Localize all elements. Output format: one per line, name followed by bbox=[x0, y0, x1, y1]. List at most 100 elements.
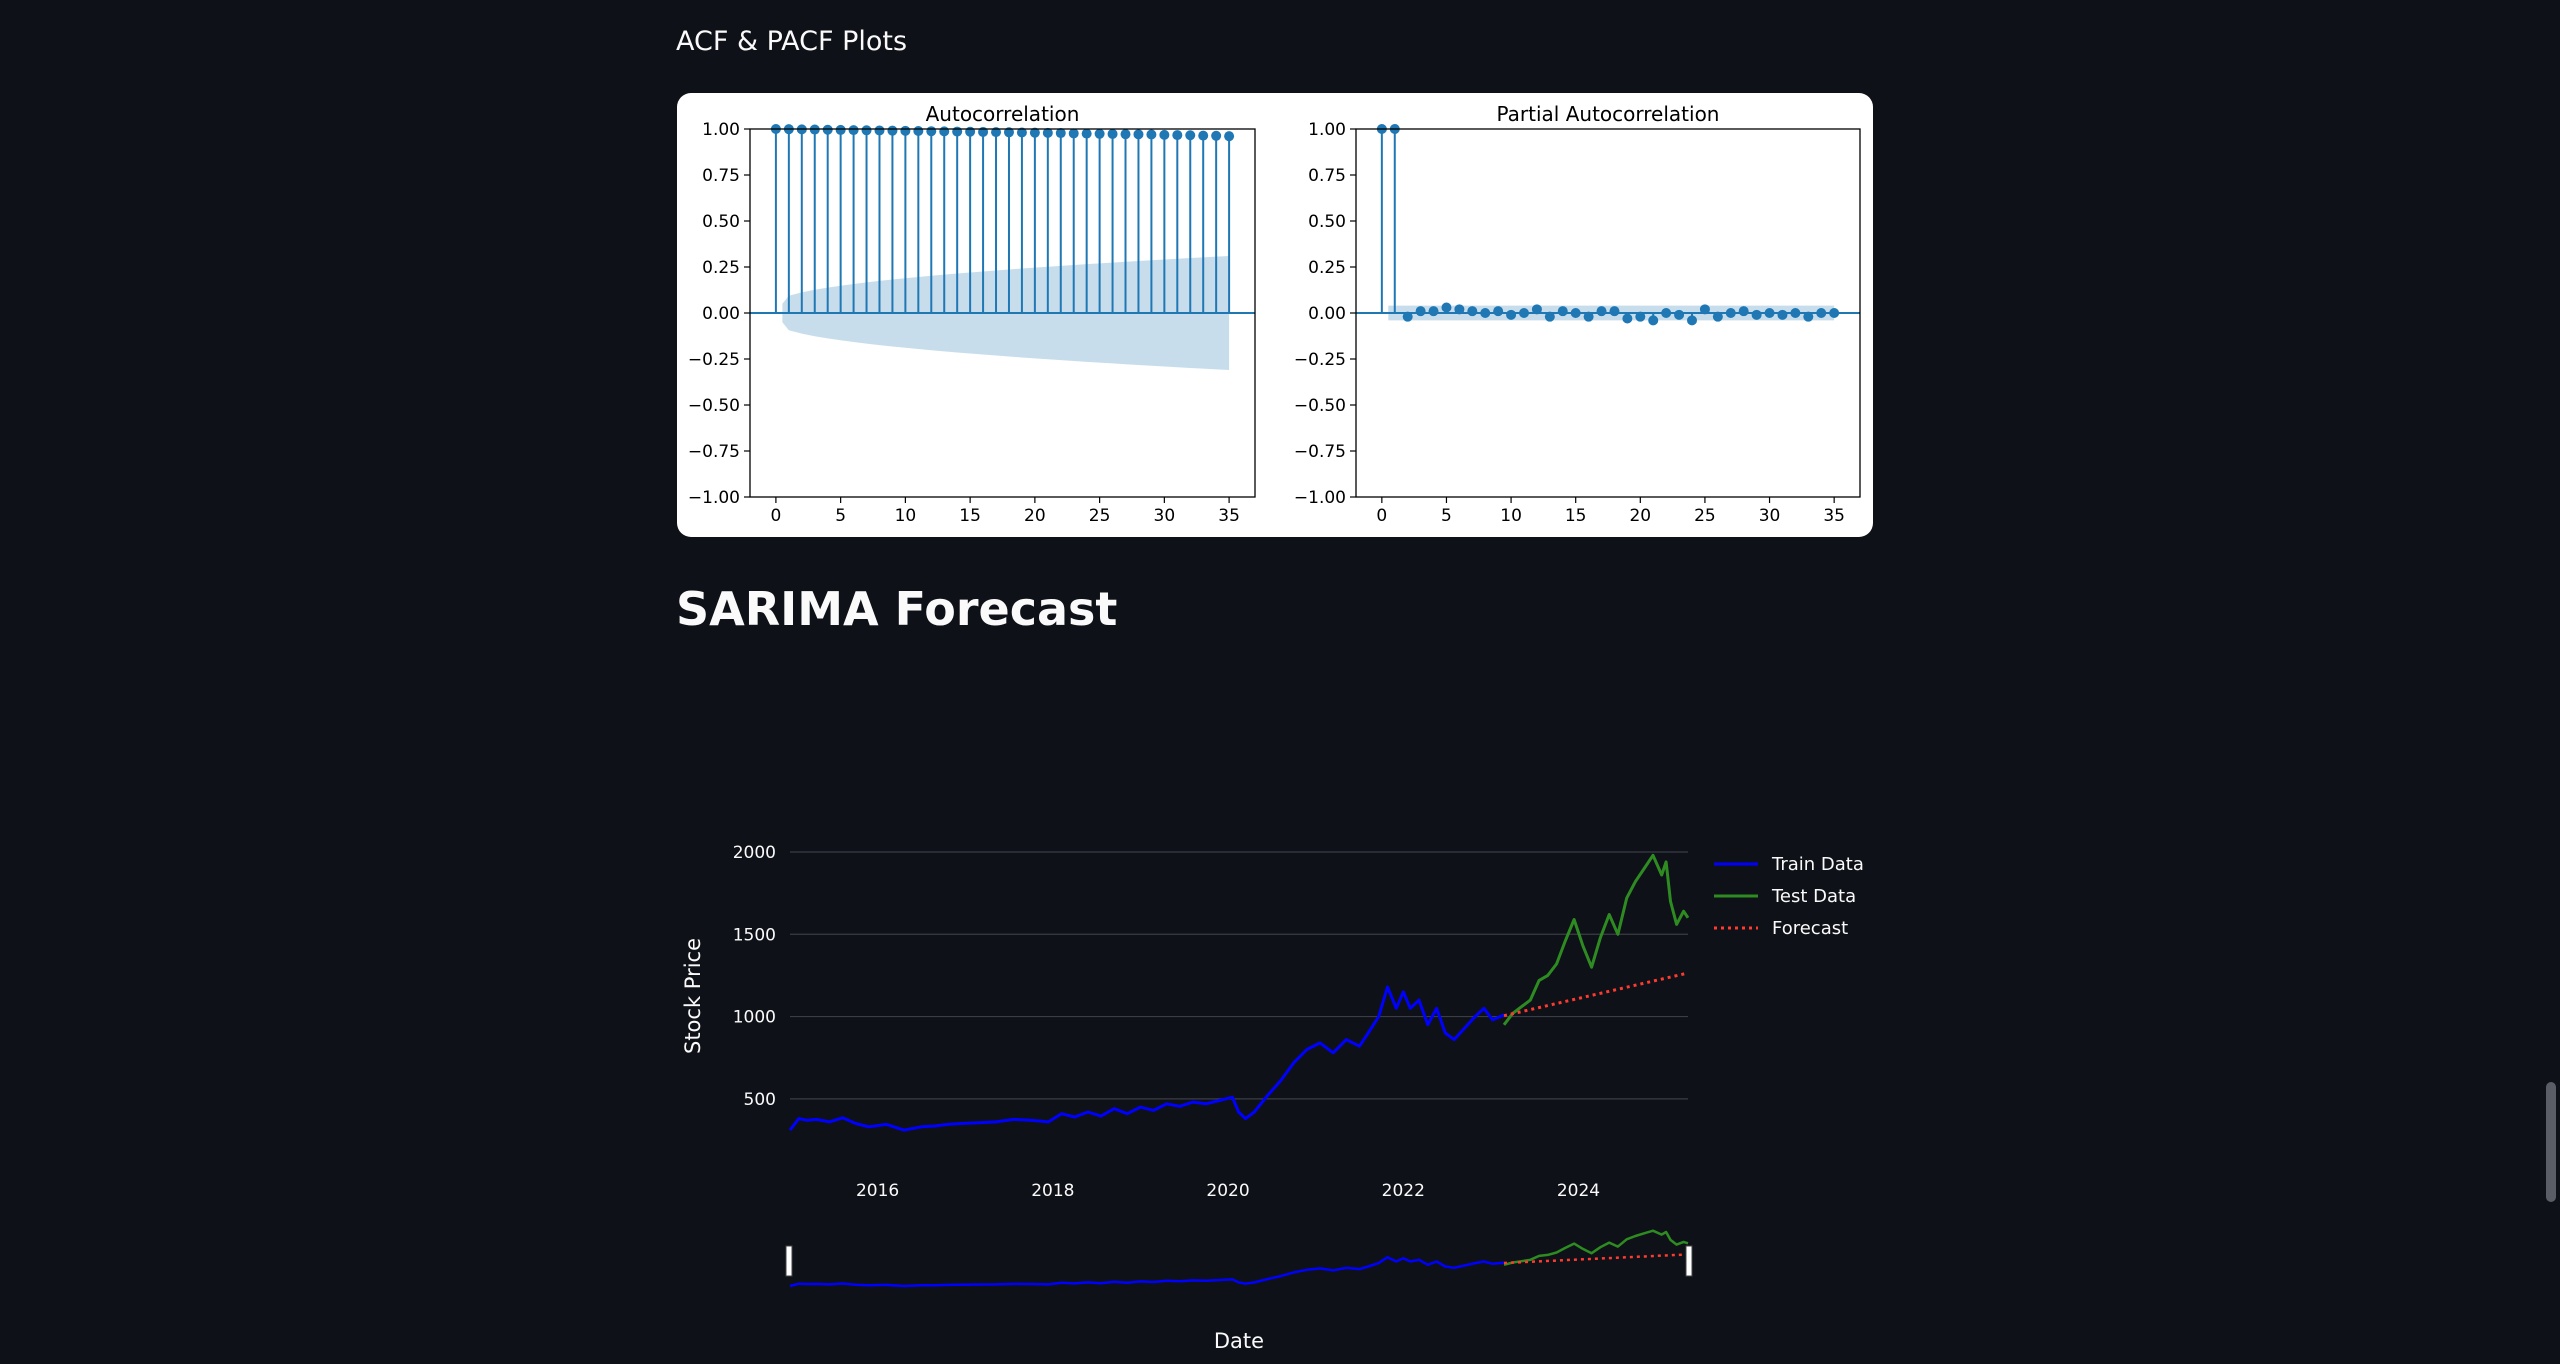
acf-section-heading: ACF & PACF Plots bbox=[676, 26, 908, 57]
y-tick-label: −0.25 bbox=[1294, 350, 1346, 370]
acf-marker bbox=[874, 125, 885, 136]
pacf-marker bbox=[1674, 309, 1685, 320]
y-tick-label: 1500 bbox=[733, 925, 776, 945]
acf-marker bbox=[1224, 131, 1235, 142]
range-slider[interactable] bbox=[785, 1229, 1693, 1288]
range-slider-left-handle[interactable] bbox=[785, 1245, 793, 1277]
x-tick-label: 15 bbox=[959, 506, 981, 526]
y-tick-label: −0.75 bbox=[1294, 442, 1346, 462]
pacf-marker bbox=[1622, 313, 1633, 324]
range-slider-series bbox=[1503, 1253, 1689, 1265]
acf-marker bbox=[1133, 129, 1144, 140]
y-tick-label: 500 bbox=[744, 1090, 776, 1110]
pacf-marker bbox=[1583, 311, 1594, 322]
pacf-marker bbox=[1596, 306, 1607, 317]
pacf-marker bbox=[1635, 311, 1646, 322]
acf-marker bbox=[965, 126, 976, 137]
pacf-marker bbox=[1777, 309, 1788, 320]
x-tick-label: 5 bbox=[835, 506, 846, 526]
pacf-marker bbox=[1609, 306, 1620, 317]
pacf-marker bbox=[1557, 306, 1568, 317]
pacf-marker bbox=[1531, 304, 1542, 315]
pacf-marker bbox=[1454, 304, 1465, 315]
pacf-marker bbox=[1790, 308, 1801, 318]
pacf-marker bbox=[1506, 309, 1517, 320]
acf-marker bbox=[848, 125, 859, 136]
x-tick-label: 2016 bbox=[856, 1181, 899, 1201]
pacf-marker bbox=[1441, 302, 1452, 313]
y-tick-label: 0.50 bbox=[702, 212, 740, 232]
y-tick-label: 1.00 bbox=[702, 120, 740, 140]
pacf-marker bbox=[1764, 308, 1775, 318]
x-tick-label: 5 bbox=[1441, 506, 1452, 526]
y-tick-label: 0.75 bbox=[702, 166, 740, 186]
acf-marker bbox=[1172, 130, 1183, 141]
x-tick-label: 30 bbox=[1154, 506, 1176, 526]
y-tick-label: 0.50 bbox=[1308, 212, 1346, 232]
pacf-marker bbox=[1544, 311, 1555, 322]
range-slider-right-handle[interactable] bbox=[1685, 1245, 1693, 1277]
pacf-marker bbox=[1725, 308, 1736, 318]
x-axis-label: Date bbox=[1214, 1329, 1264, 1353]
pacf-marker bbox=[1687, 315, 1697, 326]
acf-title: Autocorrelation bbox=[926, 102, 1080, 126]
legend: Train Data Test Data Forecast bbox=[1714, 854, 1864, 939]
y-tick-label: −0.75 bbox=[688, 442, 740, 462]
pacf-marker bbox=[1661, 308, 1672, 318]
acf-marker bbox=[1081, 128, 1092, 139]
y-tick-label: 0.25 bbox=[1308, 258, 1346, 278]
acf-marker bbox=[1185, 130, 1196, 141]
legend-label: Test Data bbox=[1771, 886, 1856, 907]
pacf-marker bbox=[1402, 311, 1413, 322]
pacf-marker bbox=[1467, 306, 1478, 317]
forecast-plot-area: 2000 1500 1000 500 2016 2018 2020 2022 2024 Stock… bbox=[681, 843, 1690, 1353]
forecast-svg[interactable]: 2000 1500 1000 500 2016 2018 2020 2022 2024 Stock… bbox=[676, 800, 1876, 1364]
pacf-marker bbox=[1480, 308, 1491, 318]
y-axis-label: Stock Price bbox=[681, 938, 705, 1054]
acf-marker bbox=[1068, 128, 1079, 139]
acf-marker bbox=[1159, 129, 1170, 140]
legend-label: Train Data bbox=[1771, 854, 1864, 875]
y-tick-label: 1.00 bbox=[1308, 120, 1346, 140]
y-tick-label: −0.50 bbox=[688, 396, 740, 416]
y-tick-label: 0.00 bbox=[702, 304, 740, 324]
page-scrollbar[interactable] bbox=[2546, 1082, 2556, 1202]
acf-pacf-figure: Autocorrelation 1.00 0.75 0.50 0.25 0.00 −0.25… bbox=[677, 93, 1873, 537]
acf-marker bbox=[913, 126, 924, 137]
legend-label: Forecast bbox=[1772, 918, 1848, 939]
acf-marker bbox=[1120, 129, 1131, 140]
pacf-panel: Partial Autocorrelation 1.00 0.75 0.50 0.25 0… bbox=[1294, 102, 1861, 526]
y-tick-label: −1.00 bbox=[688, 488, 740, 508]
x-tick-label: 30 bbox=[1759, 506, 1781, 526]
pacf-marker bbox=[1803, 311, 1814, 322]
x-tick-label: 2018 bbox=[1031, 1181, 1074, 1201]
acf-marker bbox=[1107, 128, 1118, 139]
acf-marker bbox=[939, 126, 950, 137]
pacf-marker bbox=[1493, 306, 1504, 317]
pacf-marker bbox=[1519, 308, 1529, 318]
y-tick-label: −0.25 bbox=[688, 350, 740, 370]
pacf-marker bbox=[1415, 306, 1426, 317]
pacf-marker bbox=[1751, 309, 1762, 320]
acf-marker bbox=[926, 126, 937, 137]
y-tick-label: 0.75 bbox=[1308, 166, 1346, 186]
y-tick-label: 2000 bbox=[733, 843, 776, 863]
acf-marker bbox=[1146, 129, 1157, 140]
acf-marker bbox=[1042, 127, 1053, 138]
x-tick-label: 10 bbox=[895, 506, 917, 526]
acf-marker bbox=[1094, 128, 1105, 139]
x-tick-label: 0 bbox=[770, 506, 781, 526]
pacf-marker bbox=[1570, 308, 1581, 318]
x-tick-label: 2024 bbox=[1557, 1181, 1600, 1201]
y-tick-label: −1.00 bbox=[1294, 488, 1346, 508]
acf-marker bbox=[952, 126, 963, 137]
forecast-chart[interactable]: 2000 1500 1000 500 2016 2018 2020 2022 2024 Stock… bbox=[676, 800, 1876, 1364]
y-tick-label: 0.25 bbox=[702, 258, 740, 278]
acf-marker bbox=[1211, 130, 1222, 141]
x-tick-label: 25 bbox=[1694, 506, 1716, 526]
acf-marker bbox=[1029, 127, 1040, 138]
pacf-title: Partial Autocorrelation bbox=[1497, 102, 1720, 126]
acf-marker bbox=[822, 124, 833, 135]
x-tick-label: 20 bbox=[1629, 506, 1651, 526]
range-slider-series bbox=[789, 1255, 1505, 1288]
